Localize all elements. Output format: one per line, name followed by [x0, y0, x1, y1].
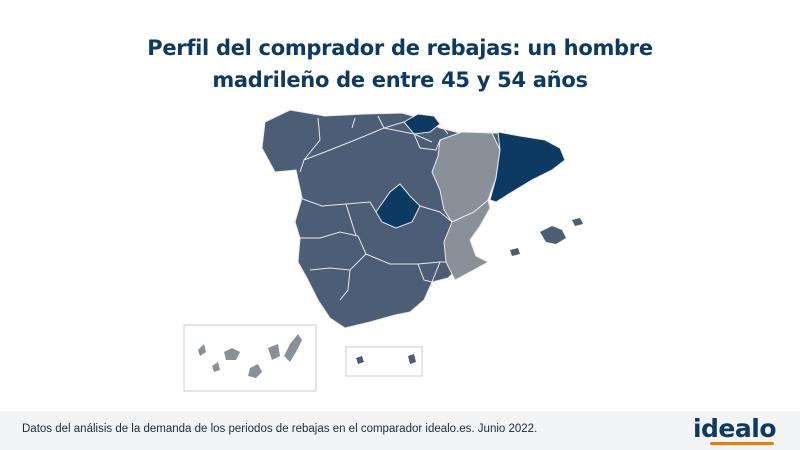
- canarias-inset-frame: [183, 324, 317, 392]
- idealo-logo: idealo: [692, 414, 777, 443]
- region-canarias: [198, 334, 302, 378]
- source-note: Datos del análisis de la demanda de los …: [22, 423, 538, 435]
- page-title: Perfil del comprador de rebajas: un homb…: [0, 32, 800, 96]
- region-cataluna: [489, 131, 566, 203]
- footer: Datos del análisis de la demanda de los …: [0, 411, 800, 450]
- title-line-1: Perfil del comprador de rebajas: un homb…: [147, 36, 653, 60]
- region-ceuta: [356, 356, 364, 364]
- region-baleares-ibiza: [510, 248, 520, 256]
- logo-underline: [710, 442, 774, 445]
- ceuta-melilla-inset-frame: [345, 346, 423, 377]
- region-baleares-menorca: [572, 218, 583, 226]
- title-line-2: madrileño de entre 45 y 54 años: [212, 68, 588, 92]
- region-borders: [299, 115, 453, 301]
- region-melilla: [408, 354, 416, 364]
- spain-map: [183, 109, 583, 392]
- region-baleares: [540, 226, 566, 244]
